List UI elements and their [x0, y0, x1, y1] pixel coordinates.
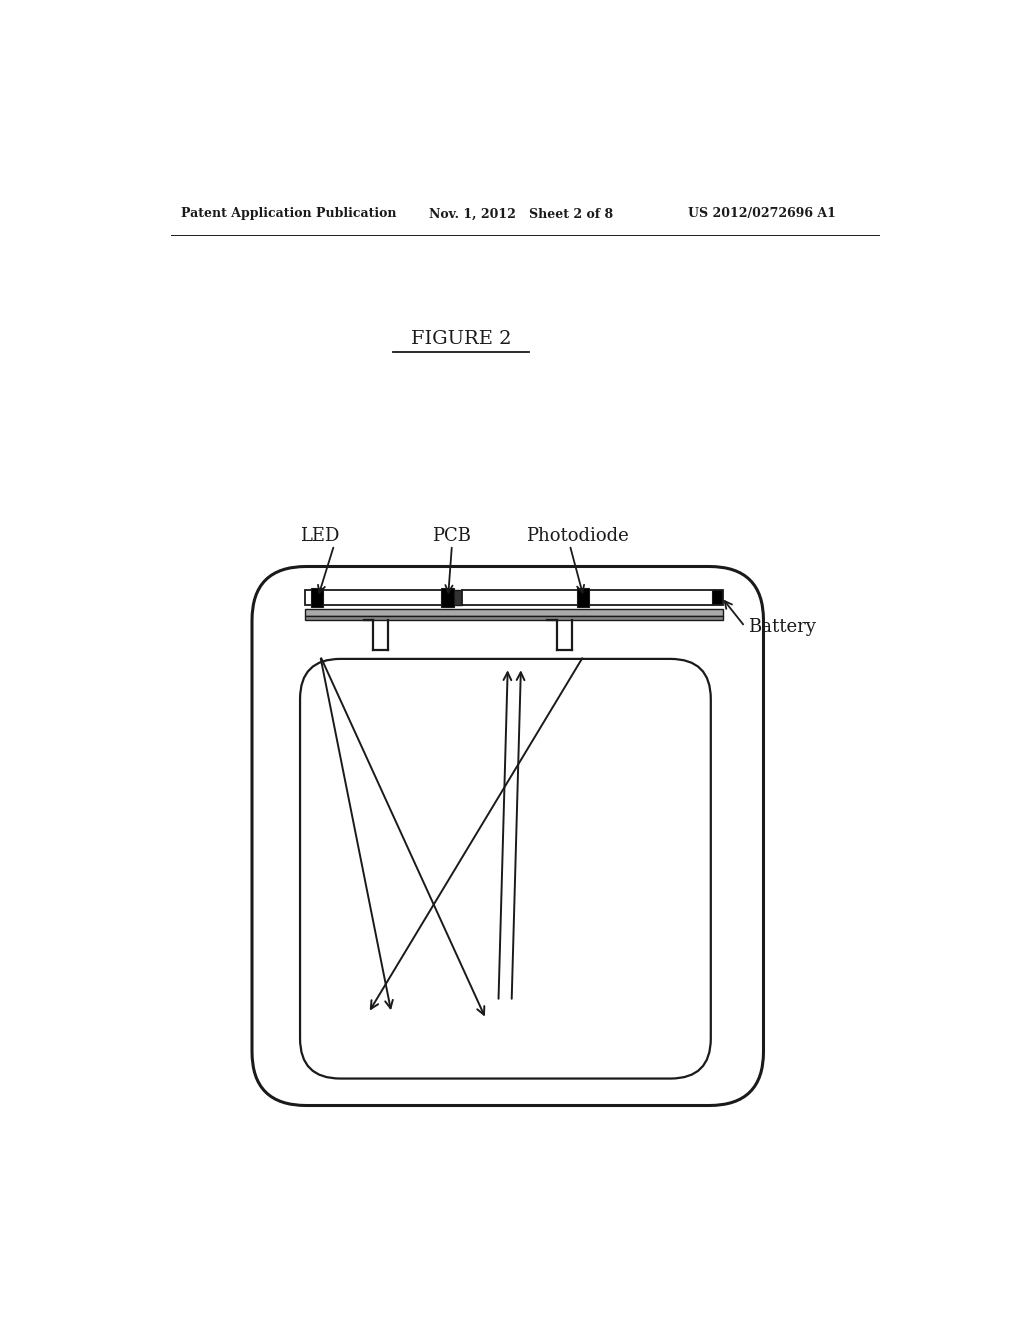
FancyBboxPatch shape — [252, 566, 764, 1106]
Bar — [311, 589, 324, 607]
Bar — [577, 589, 589, 607]
Text: Battery: Battery — [748, 618, 816, 635]
Text: LED: LED — [300, 527, 340, 545]
Text: FIGURE 2: FIGURE 2 — [411, 330, 512, 348]
FancyBboxPatch shape — [300, 659, 711, 1078]
Text: Patent Application Publication: Patent Application Publication — [180, 207, 396, 220]
Text: Nov. 1, 2012   Sheet 2 of 8: Nov. 1, 2012 Sheet 2 of 8 — [429, 207, 612, 220]
Bar — [305, 609, 723, 615]
Text: PCB: PCB — [432, 527, 471, 545]
Text: US 2012/0272696 A1: US 2012/0272696 A1 — [687, 207, 836, 220]
Text: Photodiode: Photodiode — [526, 527, 629, 545]
Bar — [462, 590, 723, 605]
Bar — [305, 615, 723, 620]
Bar — [713, 590, 722, 605]
Bar — [441, 589, 454, 607]
Bar — [305, 590, 449, 605]
Bar — [449, 590, 462, 605]
